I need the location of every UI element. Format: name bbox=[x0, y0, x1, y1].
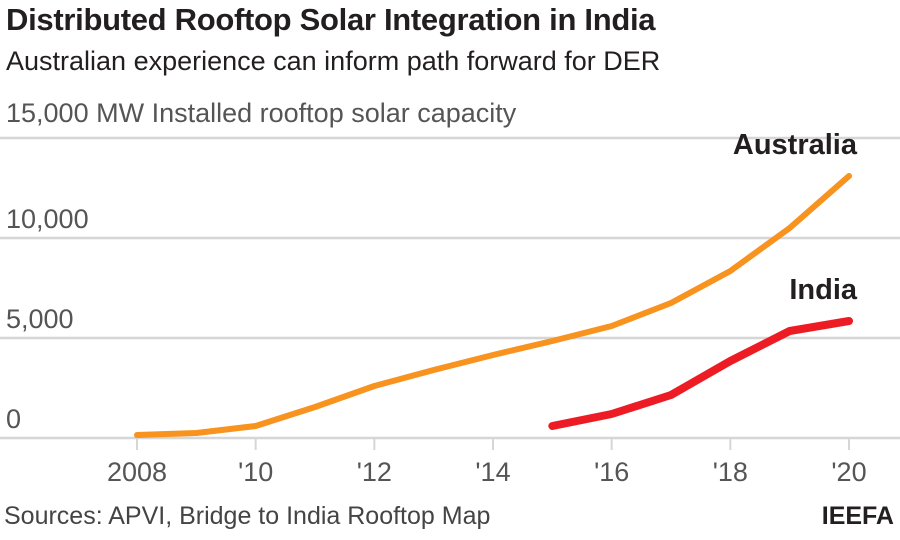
x-tick-label: '14 bbox=[475, 457, 510, 487]
x-tick-label: 2008 bbox=[107, 457, 167, 487]
x-tick-label: '20 bbox=[831, 457, 866, 487]
source-note: Sources: APVI, Bridge to India Rooftop M… bbox=[4, 502, 491, 530]
y-axis-label: 15,000 MW Installed rooftop solar capaci… bbox=[6, 98, 516, 129]
x-tick-label: '12 bbox=[357, 457, 392, 487]
y-tick-label: 0 bbox=[6, 404, 21, 434]
brand-logo: IEEFA bbox=[821, 502, 894, 530]
y-top-tick-label: 15,000 bbox=[6, 98, 89, 128]
series-line-india bbox=[548, 317, 853, 430]
series-label-australia: Australia bbox=[733, 129, 858, 161]
y-tick-label: 5,000 bbox=[6, 304, 74, 334]
y-axis-title: MW Installed rooftop solar capacity bbox=[96, 98, 517, 128]
x-tick-label: '16 bbox=[594, 457, 629, 487]
y-tick-label: 10,000 bbox=[6, 204, 89, 234]
series-line-australia bbox=[134, 173, 852, 438]
x-tick-label: '10 bbox=[238, 457, 273, 487]
chart-title: Distributed Rooftop Solar Integration in… bbox=[6, 2, 656, 37]
x-tick-label: '18 bbox=[713, 457, 748, 487]
series-label-india: India bbox=[789, 274, 858, 306]
chart-subtitle: Australian experience can inform path fo… bbox=[6, 46, 661, 76]
